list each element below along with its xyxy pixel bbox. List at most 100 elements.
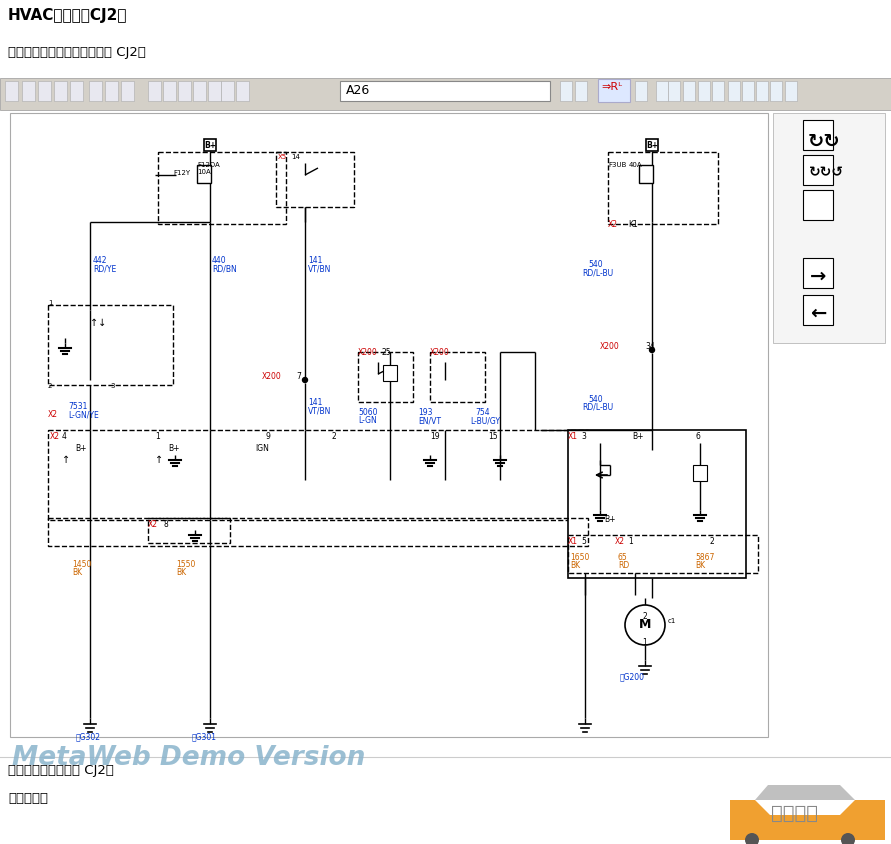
Bar (340, 81, 550, 101)
Text: EN/VT: EN/VT (418, 416, 441, 425)
Bar (598, 79, 630, 102)
Text: X200: X200 (430, 348, 450, 357)
Bar (105, 81, 118, 101)
Text: RD/L-BU: RD/L-BU (582, 403, 613, 412)
Bar (683, 81, 695, 101)
Text: X2: X2 (48, 410, 58, 419)
Text: X200: X200 (262, 372, 282, 381)
Text: 2: 2 (642, 612, 648, 621)
Bar (656, 81, 668, 101)
Bar (639, 165, 653, 183)
Text: BK: BK (695, 561, 705, 570)
Bar (121, 81, 134, 101)
Circle shape (303, 377, 307, 382)
Text: F3UB: F3UB (608, 162, 626, 168)
Text: 25: 25 (382, 348, 392, 357)
Text: 3: 3 (581, 432, 586, 441)
Bar (178, 81, 191, 101)
Text: 7: 7 (296, 372, 301, 381)
Text: B+: B+ (75, 444, 86, 453)
Bar (560, 81, 572, 101)
Text: 5: 5 (581, 537, 586, 546)
Bar (773, 113, 885, 343)
Text: 1: 1 (642, 638, 648, 647)
Text: ←: ← (810, 304, 826, 323)
Bar (803, 155, 833, 185)
Text: L-GN: L-GN (358, 416, 377, 425)
Text: 14: 14 (291, 154, 300, 160)
Text: 19: 19 (430, 432, 439, 441)
Text: BK: BK (72, 568, 82, 577)
Bar (236, 81, 249, 101)
Text: 1450: 1450 (72, 560, 92, 569)
Bar (208, 81, 221, 101)
Bar (646, 139, 658, 151)
Bar (635, 81, 647, 101)
Text: RD/YE: RD/YE (93, 264, 116, 273)
Text: ⌶G302: ⌶G302 (76, 732, 101, 741)
Bar (756, 81, 768, 101)
Bar (48, 430, 588, 520)
Bar (48, 518, 588, 546)
Text: VT/BN: VT/BN (308, 406, 331, 415)
Bar (803, 190, 833, 220)
Text: →: → (810, 267, 826, 286)
Text: 2: 2 (48, 383, 53, 389)
Text: B+: B+ (604, 515, 616, 524)
Text: RD: RD (618, 561, 629, 570)
Bar (148, 518, 230, 543)
Bar (10, 113, 768, 737)
Text: 1650: 1650 (570, 553, 589, 562)
Bar (148, 81, 161, 101)
Bar (204, 139, 216, 151)
Bar (742, 81, 754, 101)
Text: 15: 15 (488, 432, 498, 441)
Bar (712, 81, 724, 101)
Text: 540: 540 (588, 260, 602, 269)
Text: ↻↻: ↻↻ (808, 132, 841, 151)
Text: 5867: 5867 (695, 553, 715, 562)
Text: ↑: ↑ (155, 455, 163, 465)
Bar (22, 81, 35, 101)
Text: F12Y: F12Y (173, 170, 190, 176)
Bar (193, 81, 206, 101)
Text: 电源、搭鐵和鼓风机电机（带 CJ2）: 电源、搭鐵和鼓风机电机（带 CJ2） (8, 46, 146, 59)
Text: A26: A26 (346, 84, 371, 97)
Text: BK: BK (570, 561, 580, 570)
Bar (668, 81, 680, 101)
Text: B+: B+ (632, 432, 643, 441)
Bar (221, 81, 234, 101)
Bar (358, 352, 413, 402)
Bar (163, 81, 176, 101)
Bar (5, 81, 18, 101)
Bar (698, 81, 710, 101)
Text: X2: X2 (50, 432, 60, 441)
Text: X1: X1 (568, 537, 578, 546)
Text: 65: 65 (618, 553, 628, 562)
Text: K1: K1 (628, 220, 638, 229)
Circle shape (625, 605, 665, 645)
Text: B+: B+ (204, 140, 216, 149)
Text: MetaWeb Demo Version: MetaWeb Demo Version (12, 745, 365, 771)
Bar (0, 78, 891, 110)
Bar (615, 81, 627, 101)
Text: 1: 1 (155, 432, 159, 441)
Text: ⇒Rᴸ: ⇒Rᴸ (601, 82, 622, 92)
Bar (693, 465, 707, 481)
Text: 7531: 7531 (68, 402, 87, 411)
Text: 1: 1 (628, 537, 633, 546)
Text: 8: 8 (163, 520, 168, 529)
Circle shape (841, 833, 855, 844)
Bar (598, 81, 610, 101)
Text: X200: X200 (600, 342, 620, 351)
Bar (54, 81, 67, 101)
Text: 5060: 5060 (358, 408, 378, 417)
Text: 2: 2 (710, 537, 715, 546)
Text: BK: BK (176, 568, 186, 577)
Text: F12DA: F12DA (197, 162, 220, 168)
Text: RD/BN: RD/BN (212, 264, 237, 273)
Text: 9: 9 (265, 432, 270, 441)
Text: X200: X200 (358, 348, 378, 357)
Text: ↑↓: ↑↓ (90, 318, 106, 328)
Text: 754: 754 (475, 408, 490, 417)
